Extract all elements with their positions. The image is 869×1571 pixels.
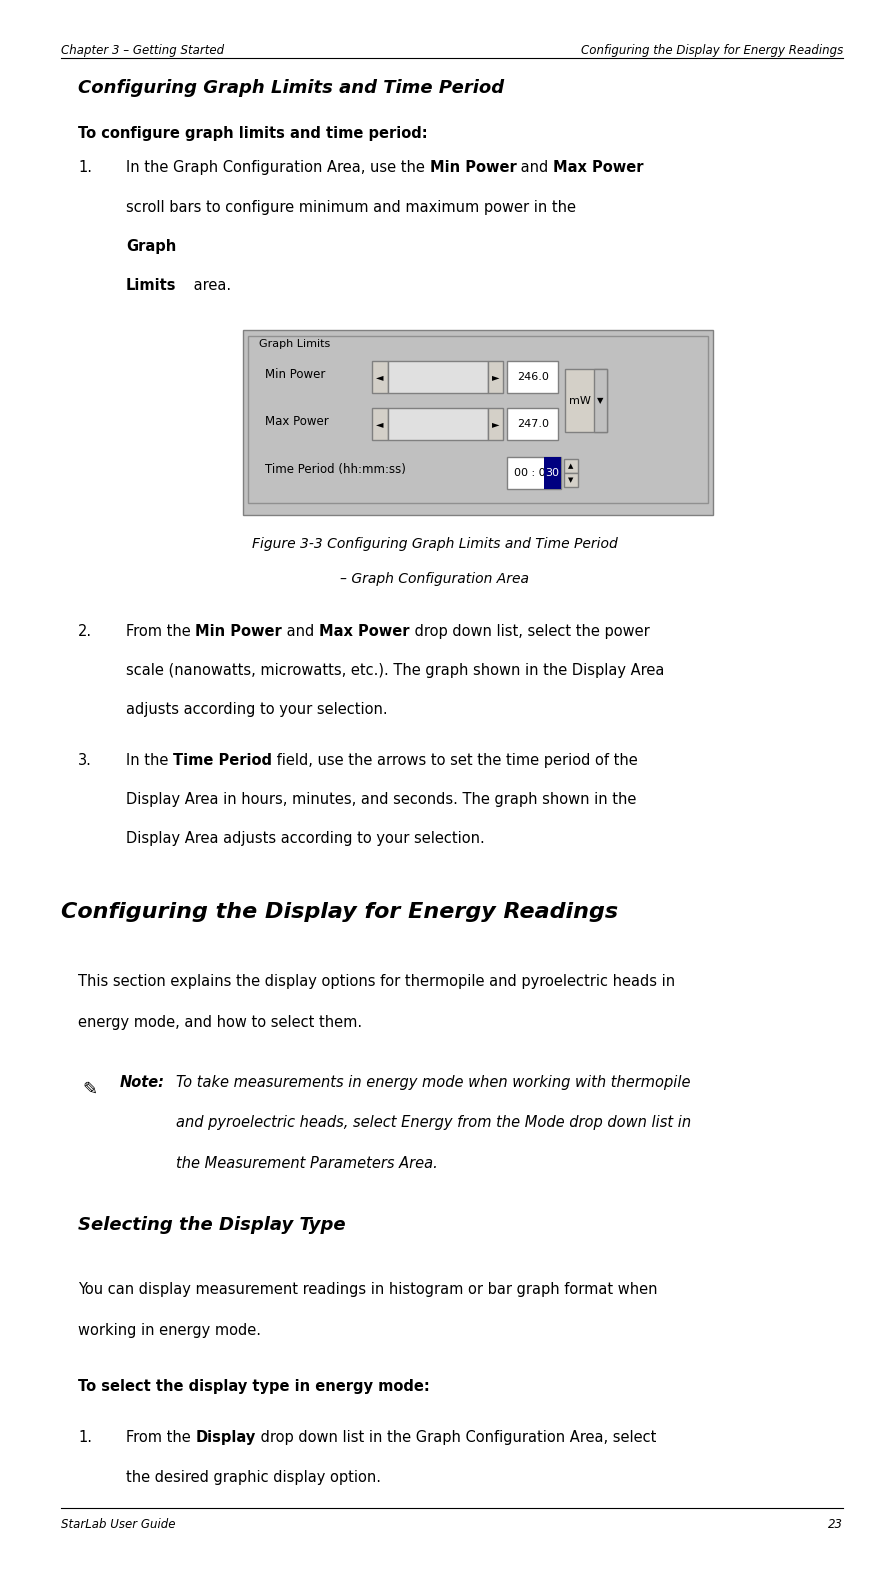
Text: Configuring the Display for Energy Readings: Configuring the Display for Energy Readi… (580, 44, 843, 57)
Text: You can display measurement readings in histogram or bar graph format when: You can display measurement readings in … (78, 1282, 658, 1298)
Text: the desired graphic display option.: the desired graphic display option. (126, 1470, 381, 1486)
FancyBboxPatch shape (243, 330, 713, 515)
Text: 1.: 1. (78, 1430, 92, 1445)
Text: Min Power: Min Power (265, 368, 325, 380)
Text: In the Graph Configuration Area, use the: In the Graph Configuration Area, use the (126, 160, 429, 176)
Text: ✎: ✎ (83, 1081, 97, 1098)
Text: In the: In the (126, 753, 173, 768)
Text: 246.0: 246.0 (517, 372, 548, 382)
Text: ◄: ◄ (376, 419, 383, 429)
Text: Figure 3-3 Configuring Graph Limits and Time Period: Figure 3-3 Configuring Graph Limits and … (252, 537, 617, 551)
FancyBboxPatch shape (372, 408, 388, 440)
Text: drop down list in the Graph Configuration Area, select: drop down list in the Graph Configuratio… (255, 1430, 656, 1445)
Text: Min Power: Min Power (429, 160, 516, 176)
Text: Max Power: Max Power (265, 415, 328, 427)
Text: Display Area adjusts according to your selection.: Display Area adjusts according to your s… (126, 831, 485, 847)
FancyBboxPatch shape (565, 369, 607, 432)
Text: and: and (516, 160, 554, 176)
FancyBboxPatch shape (564, 473, 578, 487)
Text: Graph: Graph (126, 239, 176, 255)
Text: StarLab User Guide: StarLab User Guide (61, 1518, 176, 1530)
Text: 1.: 1. (78, 160, 92, 176)
Text: Configuring Graph Limits and Time Period: Configuring Graph Limits and Time Period (78, 79, 504, 96)
Text: To configure graph limits and time period:: To configure graph limits and time perio… (78, 126, 428, 141)
FancyBboxPatch shape (507, 408, 558, 440)
Text: Chapter 3 – Getting Started: Chapter 3 – Getting Started (61, 44, 224, 57)
Text: 247.0: 247.0 (517, 419, 548, 429)
FancyBboxPatch shape (594, 369, 607, 432)
Text: Display Area in hours, minutes, and seconds. The graph shown in the: Display Area in hours, minutes, and seco… (126, 792, 636, 807)
Text: 00 : 00 :: 00 : 00 : (514, 468, 561, 478)
Text: Graph Limits: Graph Limits (259, 339, 330, 349)
Text: field, use the arrows to set the time period of the: field, use the arrows to set the time pe… (272, 753, 638, 768)
Text: 2.: 2. (78, 624, 92, 639)
FancyBboxPatch shape (507, 361, 558, 393)
FancyBboxPatch shape (388, 408, 488, 440)
Text: area.: area. (189, 278, 230, 294)
Text: Limits: Limits (126, 278, 176, 294)
Text: To select the display type in energy mode:: To select the display type in energy mod… (78, 1379, 430, 1395)
FancyBboxPatch shape (544, 457, 561, 489)
FancyBboxPatch shape (488, 361, 503, 393)
Text: This section explains the display options for thermopile and pyroelectric heads : This section explains the display option… (78, 974, 675, 990)
Text: adjusts according to your selection.: adjusts according to your selection. (126, 702, 388, 718)
Text: drop down list, select the power: drop down list, select the power (409, 624, 649, 639)
FancyBboxPatch shape (564, 459, 578, 473)
Text: From the: From the (126, 624, 196, 639)
FancyBboxPatch shape (248, 336, 708, 503)
Text: Time Period: Time Period (173, 753, 272, 768)
Text: Time Period (hh:mm:ss): Time Period (hh:mm:ss) (265, 463, 406, 476)
Text: mW: mW (568, 396, 591, 405)
FancyBboxPatch shape (372, 361, 388, 393)
Text: ▼: ▼ (597, 396, 604, 405)
Text: ▲: ▲ (568, 463, 574, 468)
Text: Max Power: Max Power (319, 624, 409, 639)
Text: scroll bars to configure minimum and maximum power in the: scroll bars to configure minimum and max… (126, 200, 580, 215)
FancyBboxPatch shape (488, 408, 503, 440)
Text: ◄: ◄ (376, 372, 383, 382)
Text: scale (nanowatts, microwatts, etc.). The graph shown in the Display Area: scale (nanowatts, microwatts, etc.). The… (126, 663, 665, 679)
Text: ►: ► (492, 419, 499, 429)
Text: energy mode, and how to select them.: energy mode, and how to select them. (78, 1015, 362, 1031)
Text: 30: 30 (546, 468, 560, 478)
Text: From the: From the (126, 1430, 196, 1445)
Text: Selecting the Display Type: Selecting the Display Type (78, 1216, 346, 1233)
FancyBboxPatch shape (507, 457, 561, 489)
Text: and: and (282, 624, 319, 639)
Text: 23: 23 (828, 1518, 843, 1530)
Text: Display: Display (196, 1430, 255, 1445)
Text: the Measurement Parameters Area.: the Measurement Parameters Area. (176, 1156, 438, 1172)
Text: – Graph Configuration Area: – Graph Configuration Area (340, 572, 529, 586)
Text: ►: ► (492, 372, 499, 382)
Text: and pyroelectric heads, select Energy from the Mode drop down list in: and pyroelectric heads, select Energy fr… (176, 1115, 692, 1131)
Text: Note:: Note: (120, 1075, 165, 1090)
FancyBboxPatch shape (388, 361, 488, 393)
Text: Configuring the Display for Energy Readings: Configuring the Display for Energy Readi… (61, 902, 618, 922)
Text: Min Power: Min Power (196, 624, 282, 639)
Text: ▼: ▼ (568, 478, 574, 482)
Text: To take measurements in energy mode when working with thermopile: To take measurements in energy mode when… (176, 1075, 691, 1090)
Text: 3.: 3. (78, 753, 92, 768)
Text: working in energy mode.: working in energy mode. (78, 1323, 262, 1338)
Text: Max Power: Max Power (554, 160, 644, 176)
